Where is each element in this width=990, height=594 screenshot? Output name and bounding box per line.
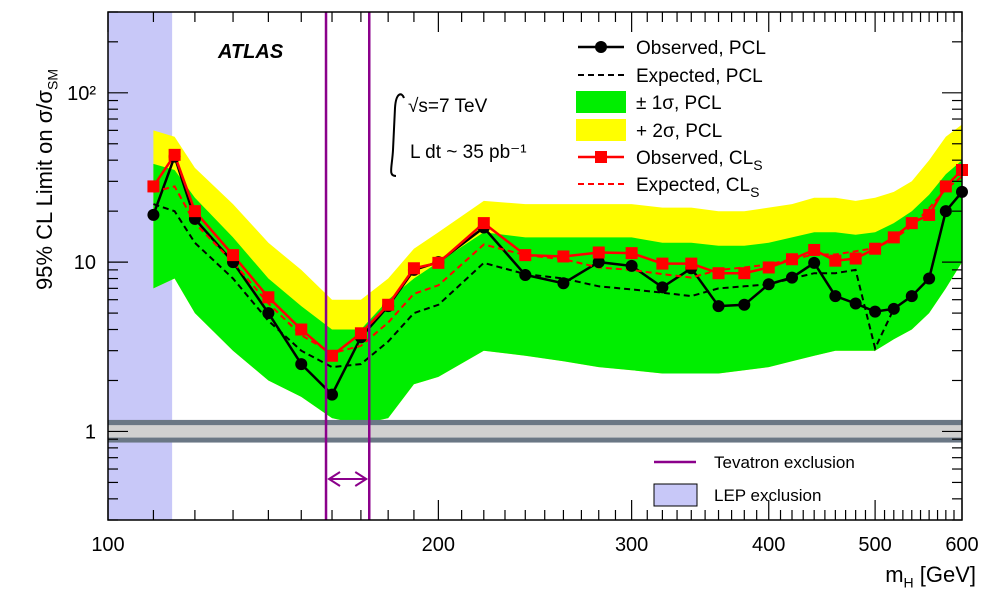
- band-1sigma: [153, 160, 962, 425]
- plot-frame: [107, 11, 963, 521]
- observed-pcl-point: [147, 208, 160, 221]
- y-tick-label: 10: [74, 252, 96, 274]
- observed-cls-point: [407, 262, 420, 275]
- observed-pcl-point: [762, 278, 775, 291]
- legend-entry-label: ± 1σ, PCL: [636, 93, 722, 114]
- observed-pcl-point: [519, 268, 532, 281]
- observed-cls-point: [905, 217, 918, 230]
- luminosity-label: L dt ~ 35 pb⁻¹: [410, 142, 527, 163]
- observed-pcl-point: [923, 272, 936, 285]
- observed-pcl-point: [808, 256, 821, 269]
- observed-pcl-point: [557, 277, 570, 290]
- observed-pcl-point: [738, 298, 751, 311]
- observed-cls-point: [656, 257, 669, 270]
- unity-band-inner: [108, 425, 962, 438]
- observed-cls-point: [762, 261, 775, 274]
- legend-lep-label: LEP exclusion: [714, 486, 821, 505]
- atlas-label: ATLAS: [217, 41, 284, 63]
- observed-cls-point: [477, 217, 490, 230]
- observed-cls-point: [625, 247, 638, 260]
- observed-cls-point: [557, 250, 570, 263]
- observed-pcl-point: [939, 205, 952, 218]
- observed-cls-point: [227, 249, 240, 262]
- observed-pcl-point: [592, 256, 605, 269]
- observed-cls-point: [354, 327, 367, 340]
- observed-pcl-point: [656, 281, 669, 294]
- observed-cls-point: [887, 231, 900, 244]
- x-tick-label: 500: [858, 534, 891, 556]
- y-tick-label: 10²: [67, 83, 96, 105]
- x-tick-label: 300: [615, 534, 648, 556]
- y-tick-label: 1: [85, 421, 96, 443]
- observed-pcl-point: [829, 290, 842, 303]
- observed-cls-point: [382, 298, 395, 311]
- integral-sign: [390, 93, 405, 177]
- energy-label: √s=7 TeV: [408, 96, 488, 117]
- observed-cls-point: [147, 180, 160, 193]
- observed-cls-point: [712, 267, 725, 280]
- legend-entry-label: Observed, PCL: [636, 38, 766, 59]
- observed-pcl-point: [887, 302, 900, 315]
- observed-pcl-point: [625, 259, 638, 272]
- legend-observed-cls-marker: [595, 151, 607, 163]
- observed-cls-point: [808, 243, 821, 256]
- observed-pcl-point: [849, 297, 862, 310]
- observed-pcl-point: [326, 388, 339, 401]
- observed-cls-point: [519, 249, 532, 262]
- observed-pcl-point: [905, 290, 918, 303]
- y-axis-label: 95% CL Limit on σ/σSM: [32, 69, 61, 290]
- observed-pcl-point: [869, 305, 882, 318]
- observed-cls-point: [326, 349, 339, 362]
- observed-pcl-point: [712, 300, 725, 313]
- observed-cls-point: [829, 254, 842, 267]
- x-tick-label: 400: [752, 534, 785, 556]
- legend-observed-pcl-marker: [595, 41, 607, 53]
- series-line: [153, 191, 963, 369]
- observed-cls-point: [869, 242, 882, 255]
- tevatron-arrow-head-right: [354, 471, 369, 487]
- observed-cls-point: [262, 291, 275, 304]
- observed-pcl-point: [295, 358, 308, 371]
- observed-cls-point: [168, 148, 181, 161]
- legend-2sigma-swatch: [576, 119, 626, 141]
- observed-cls-point: [939, 180, 952, 193]
- legend-1sigma-swatch: [576, 91, 626, 113]
- observed-cls-point: [785, 253, 798, 266]
- observed-cls-point: [849, 252, 862, 265]
- observed-cls-point: [188, 205, 201, 218]
- observed-cls-point: [592, 246, 605, 259]
- legend-entry-label: + 2σ, PCL: [636, 121, 722, 142]
- legend-tevatron-label: Tevatron exclusion: [714, 453, 855, 472]
- observed-cls-point: [923, 208, 936, 221]
- legend-entry-label: Expected, PCL: [636, 66, 763, 87]
- x-tick-label: 100: [91, 534, 124, 556]
- observed-cls-point: [432, 256, 445, 269]
- observed-pcl-point: [262, 307, 275, 320]
- legend-entry-label: Observed, CLS: [636, 148, 763, 173]
- observed-pcl-point: [785, 271, 798, 284]
- x-tick-label: 200: [422, 534, 455, 556]
- x-tick-label: 600: [945, 534, 978, 556]
- tevatron-arrow-head-left: [327, 471, 341, 487]
- x-axis-label: mH [GeV]: [885, 562, 976, 591]
- observed-cls-point: [295, 323, 308, 336]
- legend-entry-label: Expected, CLS: [636, 175, 759, 200]
- observed-cls-point: [685, 257, 698, 270]
- legend-lep-swatch: [653, 483, 698, 507]
- observed-cls-point: [738, 267, 751, 280]
